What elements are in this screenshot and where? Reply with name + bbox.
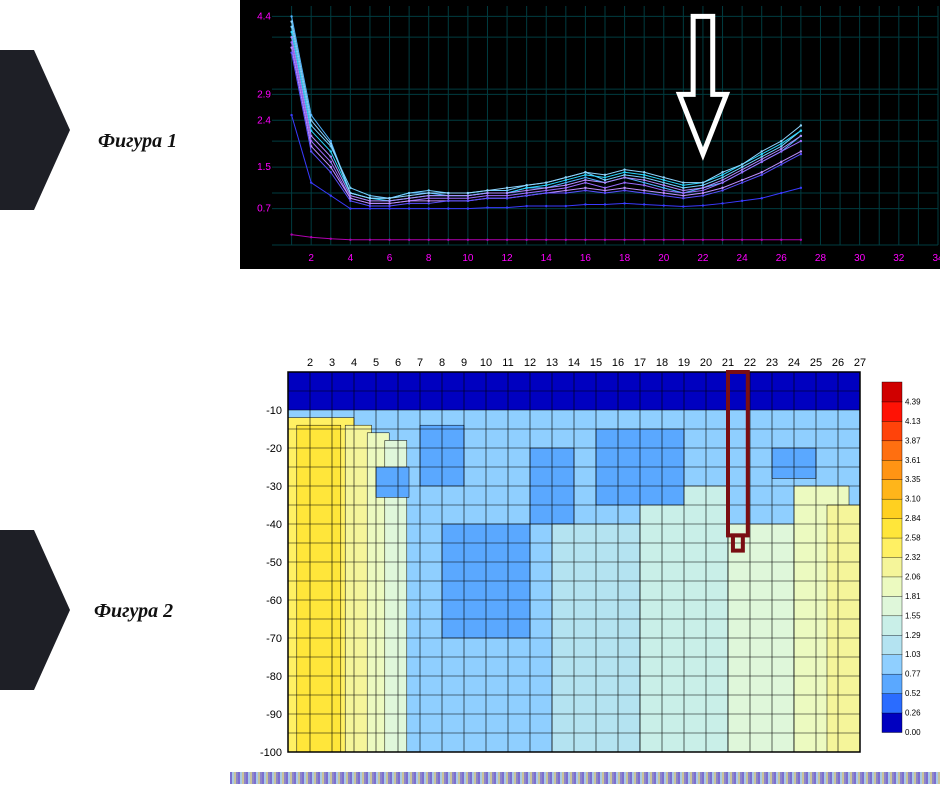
svg-text:2.9: 2.9 (257, 89, 271, 100)
svg-text:9: 9 (461, 357, 467, 369)
svg-text:14: 14 (568, 357, 580, 369)
svg-text:18: 18 (619, 253, 631, 264)
svg-text:-100: -100 (260, 747, 282, 759)
svg-text:3.87: 3.87 (905, 436, 921, 445)
svg-text:17: 17 (634, 357, 646, 369)
svg-text:4: 4 (351, 357, 357, 369)
figure1-label: Фигура 1 (98, 130, 177, 153)
svg-text:22: 22 (744, 357, 756, 369)
svg-text:14: 14 (541, 253, 553, 264)
svg-text:4: 4 (348, 253, 354, 264)
svg-text:15: 15 (590, 357, 602, 369)
svg-text:1.03: 1.03 (905, 650, 921, 659)
svg-text:3.10: 3.10 (905, 495, 921, 504)
svg-text:26: 26 (832, 357, 844, 369)
svg-text:20: 20 (700, 357, 712, 369)
svg-text:10: 10 (480, 357, 492, 369)
svg-text:-10: -10 (266, 405, 282, 417)
svg-text:0.52: 0.52 (905, 689, 921, 698)
svg-text:1.81: 1.81 (905, 592, 921, 601)
figure2-label: Фигура 2 (94, 600, 173, 623)
svg-text:0.00: 0.00 (905, 728, 921, 737)
svg-text:12: 12 (524, 357, 536, 369)
svg-text:6: 6 (387, 253, 393, 264)
svg-text:-30: -30 (266, 481, 282, 493)
decor-arrow-bottom (0, 530, 70, 690)
svg-text:23: 23 (766, 357, 778, 369)
svg-text:27: 27 (854, 357, 866, 369)
svg-text:1.29: 1.29 (905, 631, 921, 640)
svg-text:19: 19 (678, 357, 690, 369)
svg-text:-80: -80 (266, 671, 282, 683)
svg-text:16: 16 (612, 357, 624, 369)
svg-text:2.4: 2.4 (257, 115, 271, 126)
svg-text:0.26: 0.26 (905, 709, 921, 718)
svg-text:8: 8 (426, 253, 432, 264)
svg-text:8: 8 (439, 357, 445, 369)
svg-text:2: 2 (307, 357, 313, 369)
svg-text:16: 16 (580, 253, 592, 264)
chart1-svg: 2468101214161820222426283032340.71.52.42… (242, 2, 940, 267)
svg-text:28: 28 (815, 253, 827, 264)
chart1-line-plot: 2468101214161820222426283032340.71.52.42… (240, 0, 940, 269)
svg-text:18: 18 (656, 357, 668, 369)
svg-text:4.4: 4.4 (257, 11, 271, 22)
svg-text:2.32: 2.32 (905, 553, 921, 562)
svg-text:-20: -20 (266, 443, 282, 455)
svg-text:2.06: 2.06 (905, 572, 921, 581)
svg-text:3.35: 3.35 (905, 475, 921, 484)
svg-text:-90: -90 (266, 709, 282, 721)
page: Фигура 1 Фигура 2 2468101214161820222426… (0, 0, 940, 788)
svg-text:-50: -50 (266, 557, 282, 569)
svg-text:6: 6 (395, 357, 401, 369)
svg-text:3: 3 (329, 357, 335, 369)
decor-arrow-top (0, 50, 70, 210)
svg-text:30: 30 (854, 253, 866, 264)
svg-text:25: 25 (810, 357, 822, 369)
svg-text:24: 24 (788, 357, 800, 369)
svg-text:12: 12 (501, 253, 513, 264)
chart2-svg: 2345678910111213141516171819202122232425… (240, 350, 940, 760)
svg-text:-60: -60 (266, 595, 282, 607)
decor-noise-strip (230, 772, 940, 784)
svg-text:4.39: 4.39 (905, 397, 921, 406)
svg-text:2: 2 (308, 253, 314, 264)
svg-text:2.84: 2.84 (905, 514, 921, 523)
svg-text:22: 22 (697, 253, 709, 264)
svg-text:4.13: 4.13 (905, 417, 921, 426)
svg-text:1.5: 1.5 (257, 162, 271, 173)
svg-text:-70: -70 (266, 633, 282, 645)
svg-text:24: 24 (737, 253, 749, 264)
svg-text:1.55: 1.55 (905, 611, 921, 620)
svg-text:7: 7 (417, 357, 423, 369)
svg-text:0.77: 0.77 (905, 670, 921, 679)
svg-text:10: 10 (462, 253, 474, 264)
svg-text:13: 13 (546, 357, 558, 369)
svg-text:26: 26 (776, 253, 788, 264)
svg-text:11: 11 (502, 357, 513, 369)
svg-text:21: 21 (722, 357, 734, 369)
svg-text:32: 32 (893, 253, 905, 264)
svg-text:2.58: 2.58 (905, 534, 921, 543)
chart2-contour-map: 2345678910111213141516171819202122232425… (240, 350, 940, 760)
svg-text:-40: -40 (266, 519, 282, 531)
svg-text:34: 34 (932, 253, 940, 264)
svg-text:20: 20 (658, 253, 670, 264)
svg-text:0.7: 0.7 (257, 204, 271, 215)
svg-text:3.61: 3.61 (905, 456, 921, 465)
svg-text:5: 5 (373, 357, 379, 369)
